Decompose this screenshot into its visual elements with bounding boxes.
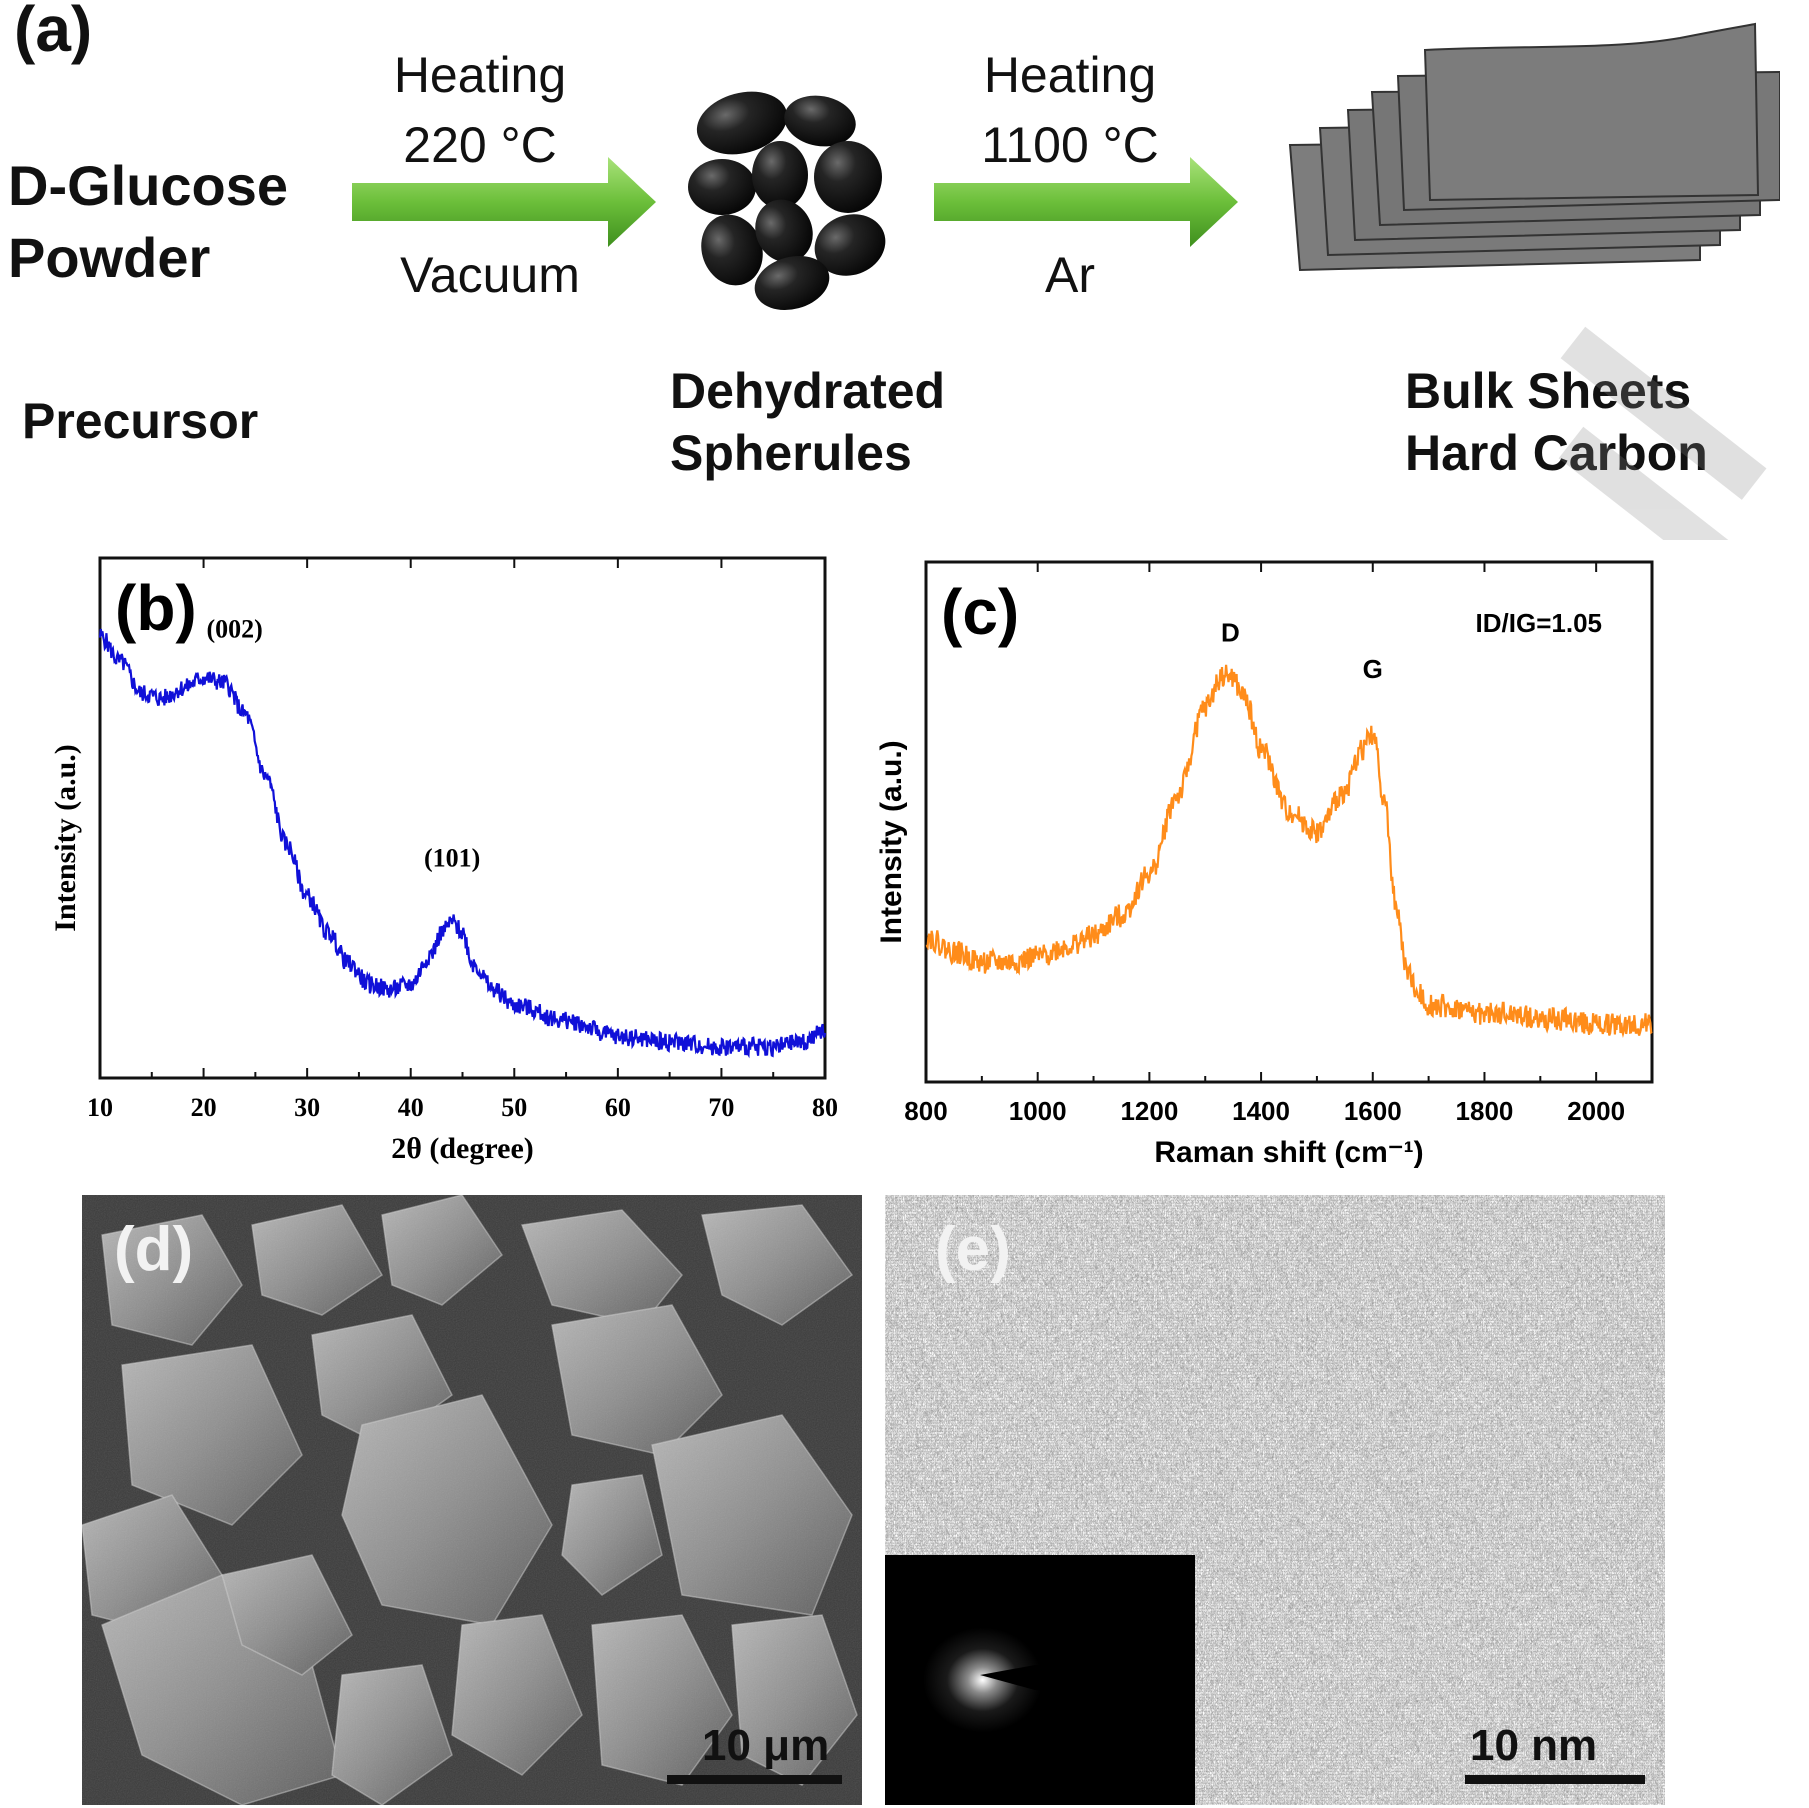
sem-image: 10 μm (d) [82, 1195, 862, 1805]
x-tick-label: 800 [904, 1096, 947, 1126]
plot-frame [924, 560, 1654, 1084]
panel-e-label: (e) [935, 1215, 1011, 1284]
x-tick-label: 70 [708, 1093, 734, 1122]
raman-chart: 800 1000 1200 1400 1600 1800 2000 Raman shift (… [875, 560, 1654, 1169]
x-tick-label: 60 [605, 1093, 631, 1122]
spherules-illustration [688, 91, 886, 310]
tem-scale-label: 10 nm [1470, 1721, 1597, 1770]
x-tick-label: 1600 [1344, 1096, 1402, 1126]
step1-top1: Heating [393, 47, 567, 103]
step2-top2: 1100 °C [981, 117, 1159, 173]
x-axis-label: Raman shift (cm⁻¹) [1154, 1136, 1423, 1169]
x-tick-label: 1000 [1009, 1096, 1067, 1126]
step2-arrow [934, 157, 1238, 247]
x-tick-label: 30 [294, 1093, 320, 1122]
start-line2: Powder [8, 226, 211, 289]
x-axis-label: 2θ (degree) [391, 1132, 534, 1165]
start-line1: D-Glucose [8, 154, 289, 217]
label-mid2: Spherules [670, 425, 912, 481]
step2-bottom: Ar [1045, 247, 1095, 303]
label-end2: Hard Carbon [1405, 425, 1708, 481]
x-tick-label: 1200 [1120, 1096, 1178, 1126]
peak-annotation: D [1221, 618, 1240, 648]
panel-label: (c) [941, 576, 1019, 648]
peak-annotation: (101) [424, 843, 480, 872]
label-precursor: Precursor [22, 393, 259, 449]
step1-bottom: Vacuum [400, 247, 580, 303]
x-tick-label: 40 [398, 1093, 424, 1122]
peak-annotation: G [1363, 654, 1383, 684]
x-tick-label: 20 [191, 1093, 217, 1122]
watermark [1558, 326, 1767, 540]
sem-scale-bar [667, 1775, 842, 1784]
x-tick-label: 10 [87, 1093, 113, 1122]
peak-annotation: (002) [206, 615, 262, 644]
tem-image: 10 nm (e) [885, 1195, 1665, 1805]
panel-label: (b) [115, 572, 197, 644]
tem-scale-bar [1465, 1775, 1645, 1784]
x-tick-label: 50 [501, 1093, 527, 1122]
step1-top2: 220 °C [403, 117, 557, 173]
data-series-line [925, 664, 1653, 1038]
x-tick-label: 80 [812, 1093, 838, 1122]
carbon-sheets-illustration [1288, 22, 1780, 272]
label-mid1: Dehydrated [670, 363, 946, 419]
step1-arrow [352, 157, 656, 247]
panel-d-label: (d) [114, 1215, 193, 1284]
start-material: D-Glucose Powder [8, 150, 288, 294]
xrd-chart: 10 20 30 40 50 60 70 80 2θ (degree) Intensity (a.… [49, 556, 838, 1165]
ratio-label: ID/IG=1.05 [1476, 608, 1602, 638]
y-axis-label: Intensity (a.u.) [49, 744, 82, 932]
step2-top1: Heating [983, 47, 1157, 103]
x-tick-label: 1800 [1456, 1096, 1514, 1126]
x-tick-label: 1400 [1232, 1096, 1290, 1126]
panel-a-label: (a) [14, 0, 93, 65]
label-spherules: Dehydrated Spherules [670, 360, 945, 484]
label-end1: Bulk Sheets [1405, 363, 1692, 419]
y-axis-label: Intensity (a.u.) [875, 740, 908, 943]
label-sheets: Bulk Sheets Hard Carbon [1405, 360, 1708, 484]
sem-scale-label: 10 μm [702, 1721, 829, 1770]
x-tick-label: 2000 [1567, 1096, 1625, 1126]
data-series-line [98, 628, 827, 1059]
